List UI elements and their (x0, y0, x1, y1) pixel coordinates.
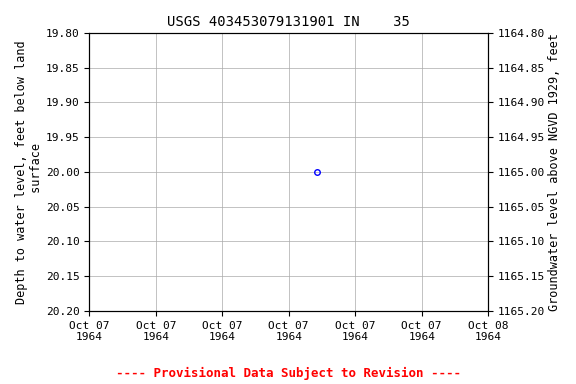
Text: ---- Provisional Data Subject to Revision ----: ---- Provisional Data Subject to Revisio… (116, 367, 460, 380)
Y-axis label: Groundwater level above NGVD 1929, feet: Groundwater level above NGVD 1929, feet (548, 33, 561, 311)
Y-axis label: Depth to water level, feet below land
 surface: Depth to water level, feet below land su… (15, 40, 43, 304)
Title: USGS 403453079131901 IN    35: USGS 403453079131901 IN 35 (167, 15, 410, 29)
